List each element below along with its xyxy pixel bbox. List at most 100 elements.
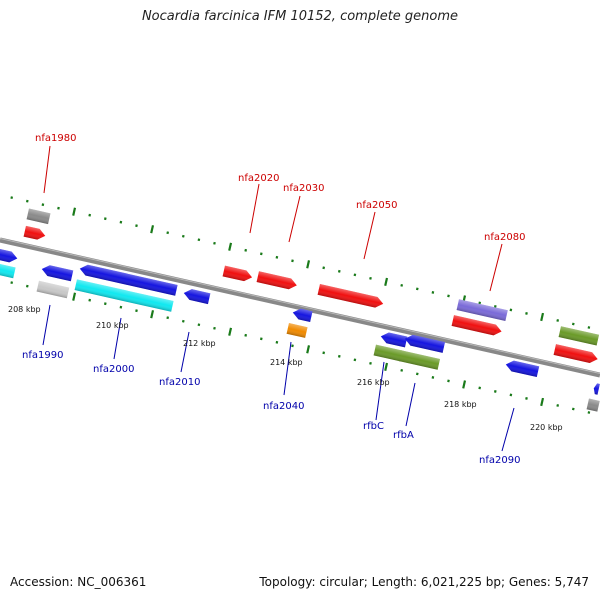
lower-track-tick: [72, 292, 77, 301]
scale-label-208: 208 kbp: [8, 305, 41, 314]
gene-label-nfa2000: nfa2000: [93, 364, 134, 375]
lower-track-tick: [88, 298, 92, 302]
upper-track-tick: [228, 242, 233, 251]
leader-nfa2010: [180, 331, 190, 373]
upper-track-tick: [353, 273, 357, 277]
gene-label-nfa1980: nfa1980: [35, 133, 76, 144]
upper-track-tick: [509, 308, 513, 312]
lower-track-tick: [322, 351, 326, 355]
gene-label-nfa2010: nfa2010: [159, 377, 200, 388]
gene-label-nfa1990: nfa1990: [22, 350, 63, 361]
gene-red-a: [222, 265, 253, 282]
lower-track-tick: [493, 390, 497, 393]
upper-track-tick: [88, 213, 92, 217]
upper-track-tick: [493, 305, 497, 308]
upper-track-tick: [135, 224, 138, 228]
upper-track-tick: [213, 241, 216, 245]
upper-track-tick: [10, 196, 14, 200]
upper-track-tick: [259, 252, 263, 256]
gene-lightgray-1: [36, 280, 70, 299]
gene-track: [0, 208, 600, 412]
upper-track-tick: [103, 217, 107, 221]
leader-nfa2050: [363, 211, 376, 260]
lower-track-tick: [384, 362, 389, 372]
lower-track-tick: [213, 326, 216, 330]
upper-track-tick: [447, 294, 450, 298]
gene-label-nfa2020: nfa2020: [238, 173, 279, 184]
leader-nfa2020: [249, 183, 260, 234]
leader-rfbC: [375, 361, 385, 421]
lower-track-tick: [571, 407, 575, 411]
gene-gray-1: [26, 208, 51, 225]
gene-purple-1: [456, 299, 508, 321]
lower-track-tick: [103, 302, 107, 306]
lower-track-tick: [244, 333, 248, 337]
lower-track-tick: [462, 380, 467, 389]
leader-nfa1990: [42, 304, 51, 346]
gene-label-nfa2030: nfa2030: [283, 183, 324, 194]
map-title: Nocardia farcinica IFM 10152, complete g…: [141, 9, 459, 24]
upper-track-tick: [400, 283, 404, 287]
leader-nfa2080: [489, 243, 503, 292]
lower-track-tick: [353, 358, 357, 362]
upper-track-tick: [571, 322, 575, 326]
upper-track-tick: [556, 319, 560, 322]
lower-track-tick: [25, 284, 29, 288]
gene-nfa1980: [23, 225, 46, 240]
upper-track-tick: [337, 269, 341, 273]
gene-olive-1: [373, 344, 404, 362]
lower-track-tick: [556, 404, 560, 407]
lower-track-tick: [197, 323, 201, 327]
leader-lines: [42, 145, 515, 452]
gene-red-r1: [553, 344, 598, 363]
lower-track-tick: [400, 368, 404, 372]
upper-track-tick: [41, 203, 45, 207]
lower-track-tick: [135, 309, 138, 313]
scale-label-214: 214 kbp: [270, 358, 303, 367]
lower-track-tick: [337, 354, 341, 358]
lower-track-tick: [525, 397, 528, 400]
gene-blue-r: [593, 383, 600, 395]
lower-track-tick: [447, 379, 450, 383]
upper-track-tick: [291, 259, 294, 263]
leader-rfbA: [405, 382, 416, 427]
gene-rfbA: [404, 334, 446, 353]
leader-nfa2030: [288, 195, 301, 243]
lower-track-tick: [150, 310, 155, 319]
upper-track-tick: [369, 276, 372, 280]
gene-blue-s: [292, 308, 313, 323]
gene-nfa2080: [451, 315, 502, 336]
lower-track-tick: [415, 372, 419, 376]
scale-label-210: 210 kbp: [96, 321, 129, 330]
upper-track-tick: [244, 248, 248, 252]
upper-track-tick: [119, 220, 123, 224]
upper-track-tick: [57, 206, 60, 210]
genome-backbone: [0, 237, 600, 378]
lower-track-tick: [275, 340, 279, 344]
gene-cyan-1: [74, 279, 174, 312]
gene-nfa2040: [286, 323, 308, 338]
scale-label-220: 220 kbp: [530, 423, 563, 432]
leader-nfa2040: [283, 341, 292, 396]
lower-track-tick: [259, 337, 263, 341]
upper-track-tick: [431, 290, 435, 294]
lower-track-tick: [431, 375, 435, 379]
tick-track: [10, 196, 591, 414]
upper-track-tick: [72, 207, 77, 216]
scale-label-212: 212 kbp: [183, 339, 216, 348]
gene-gray-r: [586, 398, 600, 412]
lower-track-tick: [119, 305, 123, 309]
gene-nfa1990: [41, 265, 74, 282]
upper-track-tick: [166, 231, 170, 235]
upper-track-tick: [415, 287, 419, 291]
lower-track-tick: [306, 345, 311, 354]
lower-track-tick: [369, 361, 372, 365]
lower-track-tick: [181, 319, 185, 323]
upper-track-tick: [540, 312, 545, 322]
gene-label-nfa2040: nfa2040: [263, 401, 304, 412]
scale-label-218: 218 kbp: [444, 400, 477, 409]
gene-nfa2010: [183, 289, 211, 305]
lower-track-tick: [228, 327, 233, 336]
upper-track-tick: [197, 238, 201, 242]
